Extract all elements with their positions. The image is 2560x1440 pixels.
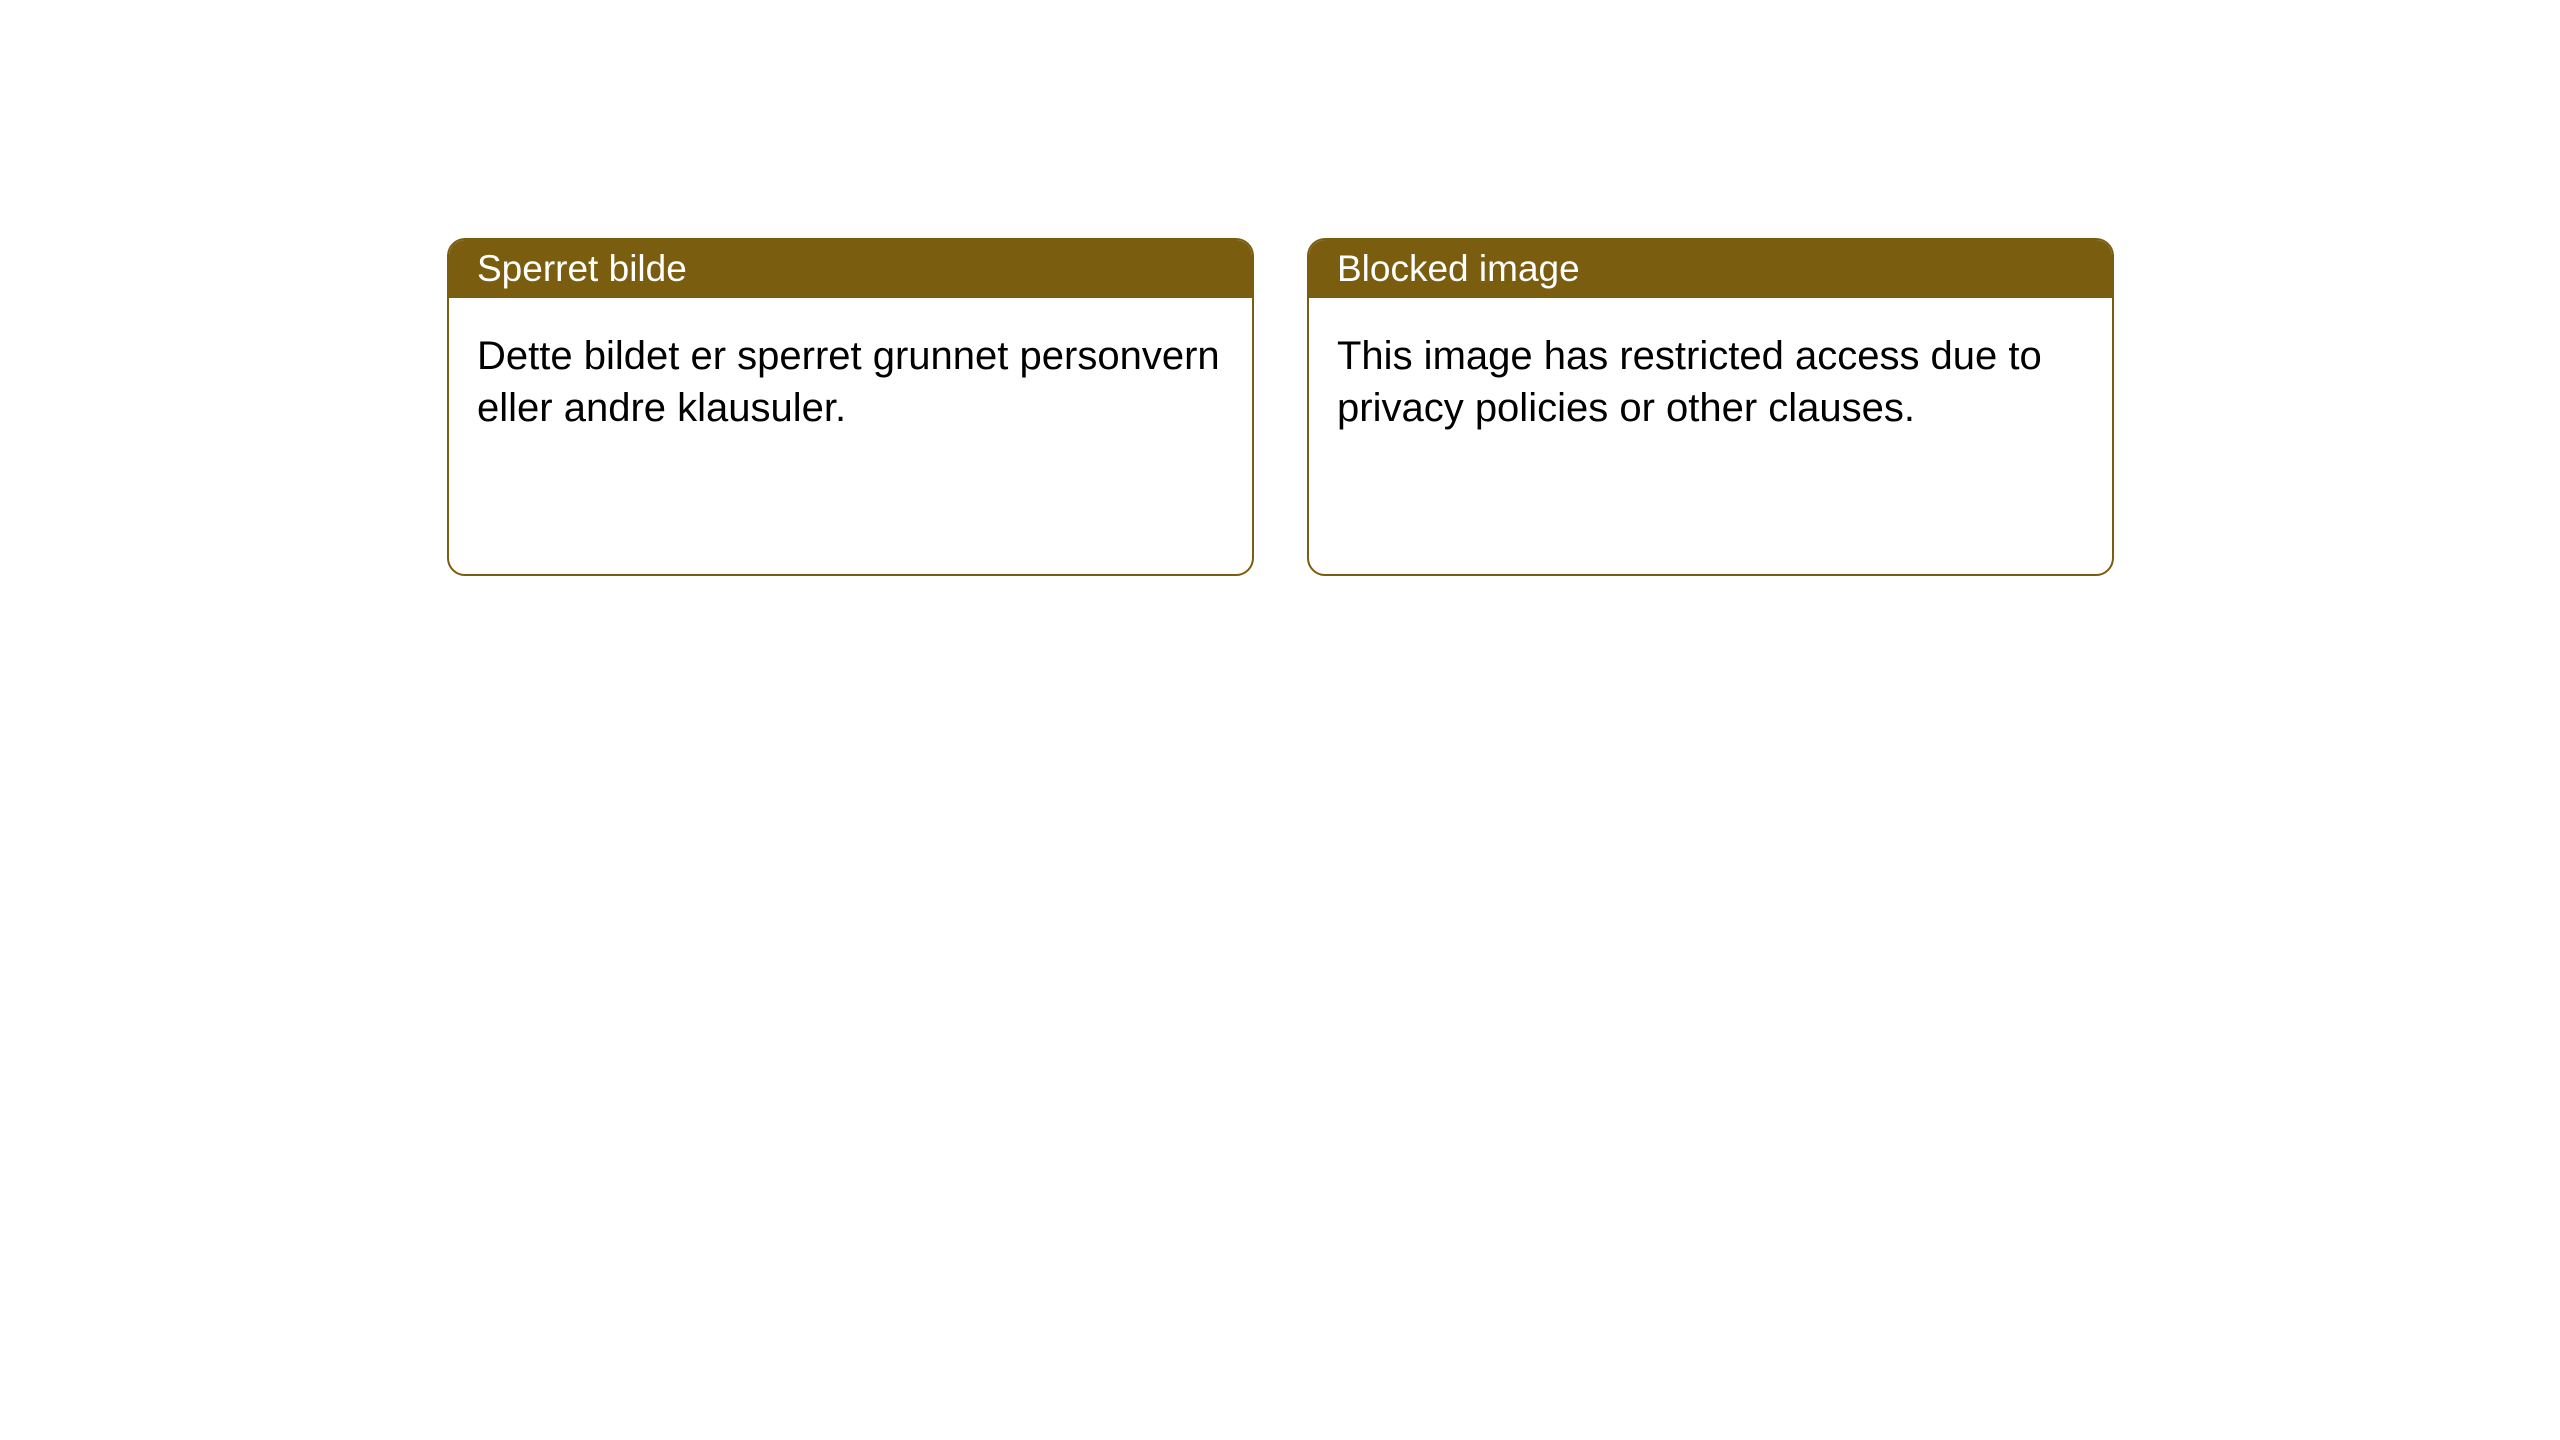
notice-header: Sperret bilde (449, 240, 1252, 298)
notice-header: Blocked image (1309, 240, 2112, 298)
notice-card-norwegian: Sperret bilde Dette bildet er sperret gr… (447, 238, 1254, 576)
notice-card-english: Blocked image This image has restricted … (1307, 238, 2114, 576)
notice-body: This image has restricted access due to … (1309, 298, 2112, 466)
notice-body: Dette bildet er sperret grunnet personve… (449, 298, 1252, 466)
notice-container: Sperret bilde Dette bildet er sperret gr… (447, 238, 2114, 576)
